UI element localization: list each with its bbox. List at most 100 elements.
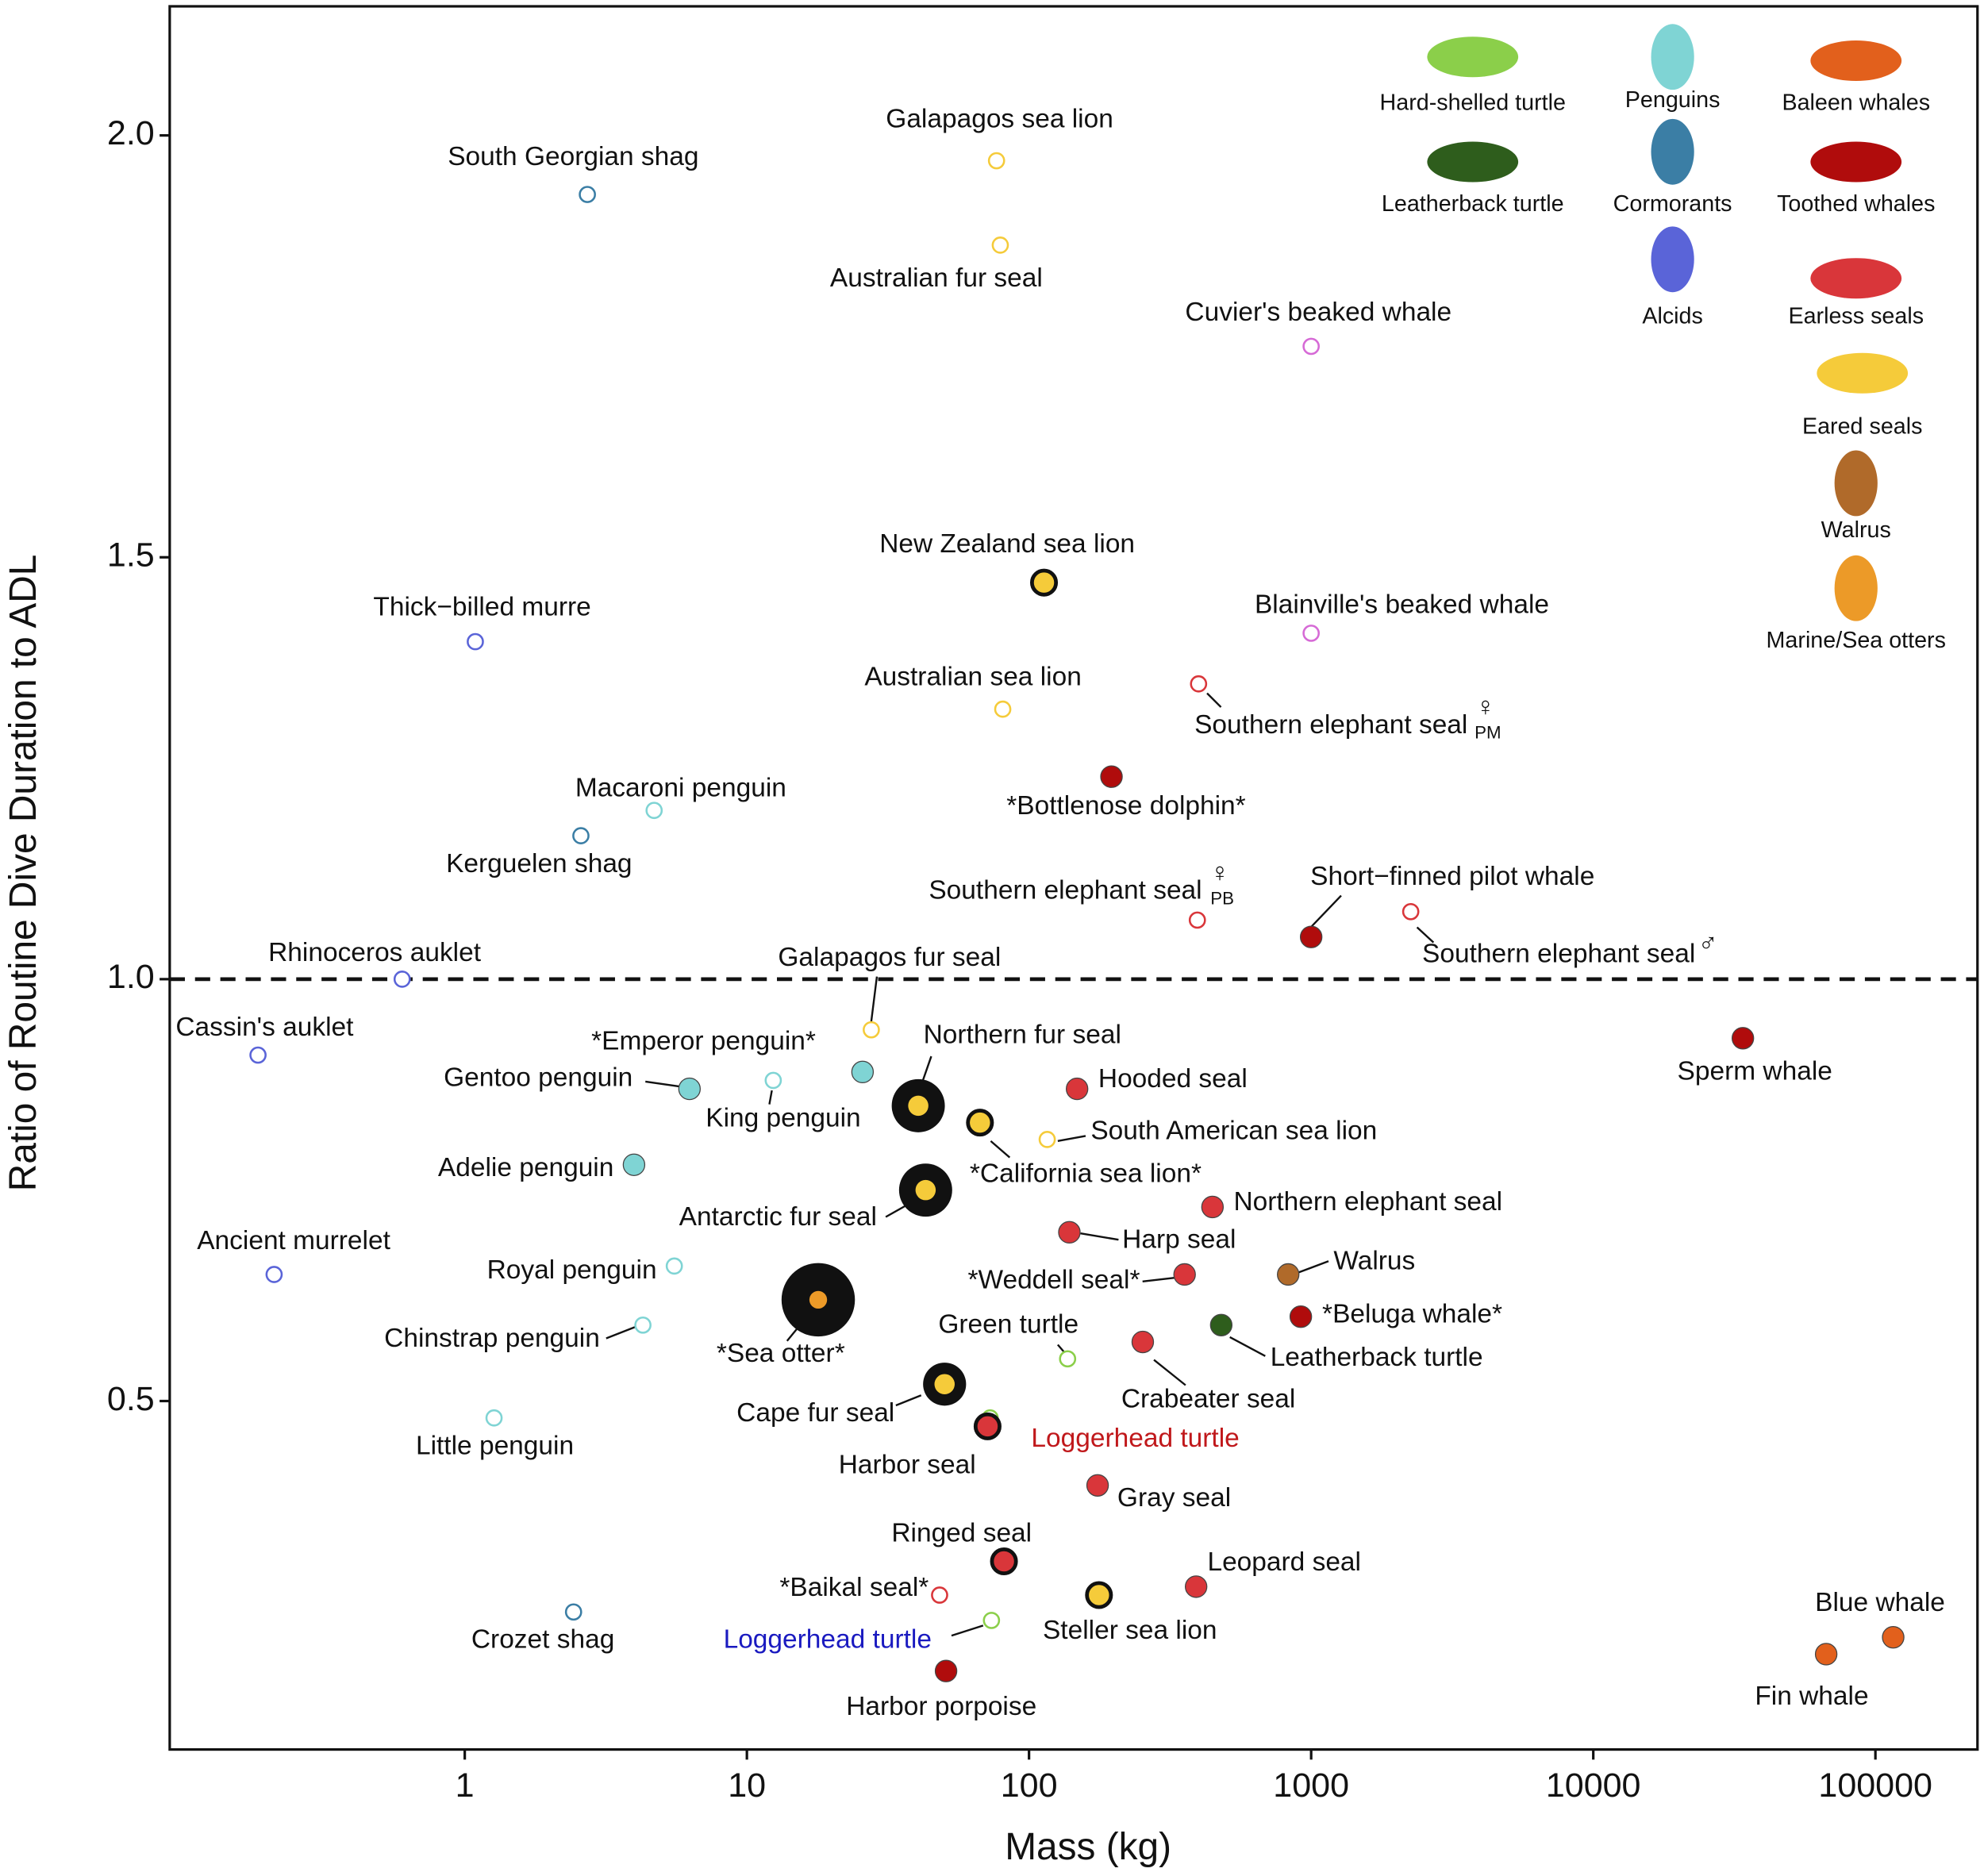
point-label: Green turtle [938,1309,1079,1339]
legend-icon [1817,352,1909,394]
marker-part [1188,911,1206,929]
point-label: Northern fur seal [924,1020,1121,1049]
marker-part [863,1021,880,1039]
marker-part [994,700,1012,718]
point-label: New Zealand sea lion [879,529,1135,559]
data-point [1100,765,1123,788]
leader-line [1416,926,1435,944]
marker-part [1058,1221,1081,1244]
leader-line [895,1394,922,1407]
data-point [781,1263,856,1337]
point-label: *Beluga whale* [1322,1300,1502,1329]
point-label: Thick−billed murre [373,593,590,622]
leader-line [1142,1276,1176,1282]
marker-part [1065,1077,1089,1101]
data-point [485,1409,503,1427]
sex-symbol: ♂ [1698,929,1718,959]
point-label: Kerguelen shag [446,849,632,878]
point-label: Rhinoceros auklet [268,938,482,967]
point-label: Sperm whale [1678,1057,1832,1086]
point-label: Northern elephant seal [1233,1187,1502,1217]
legend-icon [1427,37,1519,78]
point-label: Walrus [1333,1247,1415,1276]
marker-part [973,1412,1002,1440]
data-point [898,1163,952,1217]
data-point [891,1078,945,1132]
point-label: *Weddell seal* [967,1266,1140,1295]
marker-part [665,1257,683,1275]
marker-part [1173,1263,1196,1286]
marker-part [579,186,596,203]
point-label: Leopard seal [1207,1547,1361,1577]
point-label: Ancient murrelet [197,1226,390,1255]
point-label: Fin whale [1755,1682,1868,1711]
data-point [1209,1313,1233,1336]
data-point [973,1412,1002,1440]
data-point [665,1257,683,1275]
marker-part [991,236,1009,254]
marker-part [1059,1350,1077,1368]
marker-part [915,1179,936,1201]
marker-part [678,1077,702,1101]
point-label: Royal penguin [487,1255,657,1285]
marker-part [1190,675,1208,693]
y-tick-label: 1.0 [107,958,155,996]
legend-icon [1810,141,1902,183]
data-point [1882,1625,1905,1649]
data-point [1085,1581,1113,1609]
point-label: Loggerhead turtle [724,1624,932,1654]
legend-label: Earless seals [1788,304,1924,329]
leader-line [645,1080,682,1088]
point-label: *California sea lion* [970,1159,1202,1189]
data-point [1188,911,1206,929]
point-label: Cassin's auklet [175,1013,354,1042]
sex-symbol: ♀ [1209,858,1229,887]
data-point [572,827,590,844]
point-label: Australian sea lion [864,662,1082,691]
data-point [991,236,1009,254]
data-point [934,1659,958,1682]
legend-label: Cormorants [1613,191,1732,217]
point-label: Harbor porpoise [846,1692,1036,1721]
data-point [1058,1221,1081,1244]
point-label: South American sea lion [1090,1117,1377,1146]
legend-icon [1810,40,1902,82]
leader-line [768,1090,773,1105]
marker-part [1201,1195,1225,1219]
point-label: Gray seal [1117,1483,1231,1513]
legend-label: Alcids [1642,304,1703,329]
data-point [923,1363,967,1406]
x-tick-label: 1 [456,1766,475,1805]
marker-part [990,1547,1018,1576]
legend-icon [1651,226,1694,293]
leader-line [1206,692,1222,708]
marker-part [908,1095,929,1117]
point-label: Ringed seal [891,1518,1032,1547]
data-point [982,1612,1001,1629]
data-point [467,632,484,651]
data-point [1173,1263,1196,1286]
legend-icon [1651,24,1694,90]
data-point [1184,1575,1208,1598]
data-point [966,1109,994,1137]
legend-label: Hard-shelled turtle [1380,90,1566,115]
point-label: *Sea otter* [717,1339,845,1368]
leader-line [869,976,879,1028]
legend-label: Leatherback turtle [1382,191,1564,217]
marker-part [572,827,590,844]
data-point [1131,1330,1155,1354]
plot-frame [168,5,1979,1751]
data-point [1190,675,1208,693]
leader-line [606,1326,636,1340]
marker-part [982,1612,1001,1629]
point-label: Galapagos fur seal [778,943,1001,972]
marker-part [851,1060,875,1084]
data-point [564,1603,583,1621]
data-point [1401,902,1420,921]
leader-line [990,1140,1011,1159]
point-label: Harp seal [1122,1225,1236,1255]
leader-line [1229,1336,1266,1357]
marker-part [1302,337,1321,356]
data-point [1038,1131,1056,1148]
x-tick-label: 1000 [1273,1766,1349,1805]
